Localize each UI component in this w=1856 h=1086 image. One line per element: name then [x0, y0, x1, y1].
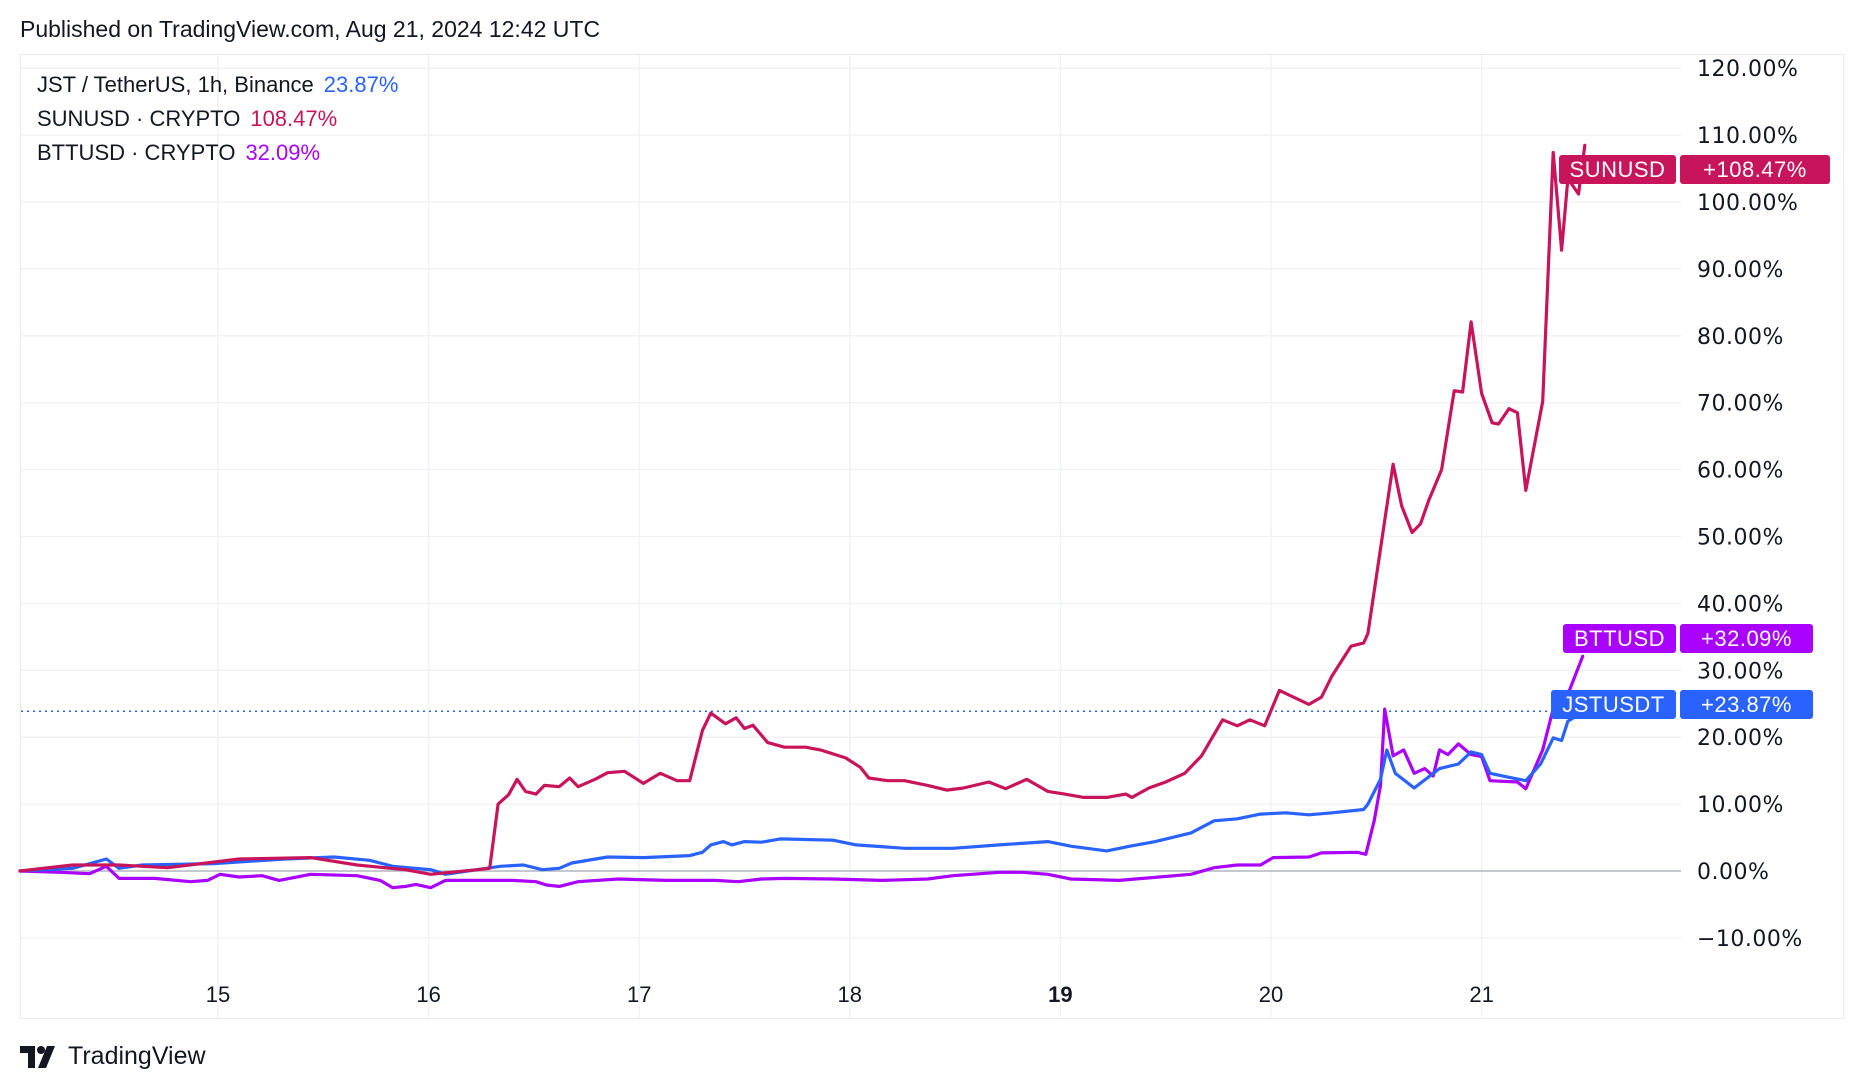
series-line-sunusd	[18, 143, 1587, 876]
legend-name: BTTUSD · CRYPTO	[37, 140, 236, 165]
legend-value: 108.47%	[250, 106, 338, 131]
x-tick-label: 17	[627, 982, 651, 1007]
bttusd-symbol-tag: BTTUSD	[1563, 624, 1676, 653]
series-line-jstusdt	[18, 709, 1587, 876]
x-tick-label: 16	[416, 982, 440, 1007]
tradingview-logo-icon	[20, 1045, 55, 1068]
y-tick-label: 120.00%	[1697, 57, 1798, 82]
y-tick-label: 10.00%	[1697, 793, 1784, 818]
y-tick-label: 50.00%	[1697, 526, 1784, 551]
y-tick-label: 110.00%	[1697, 124, 1798, 149]
sunusd-symbol-tag: SUNUSD	[1559, 155, 1676, 184]
brand-name: TradingView	[68, 1042, 206, 1070]
bttusd-value-tag: +32.09%	[1680, 624, 1813, 653]
y-tick-label: 80.00%	[1697, 325, 1784, 350]
legend-name: SUNUSD · CRYPTO	[37, 106, 241, 131]
published-caption: Published on TradingView.com, Aug 21, 20…	[20, 16, 601, 42]
y-tick-label: 30.00%	[1697, 659, 1784, 684]
legend-name: JST / TetherUS, 1h, Binance	[37, 72, 314, 97]
x-tick-label: 18	[838, 982, 862, 1007]
y-tick-label: 60.00%	[1697, 459, 1784, 484]
x-tick-label: 15	[206, 982, 230, 1007]
series-line-bttusd	[18, 654, 1585, 890]
jstusdt-symbol-tag: JSTUSDT	[1551, 690, 1676, 719]
legend-value: 32.09%	[245, 140, 321, 165]
y-tick-label: 40.00%	[1697, 592, 1784, 617]
x-tick-label: 20	[1259, 982, 1283, 1007]
sunusd-value-tag: +108.47%	[1680, 155, 1830, 184]
x-tick-label: 19	[1048, 982, 1072, 1007]
legend-value: 23.87%	[323, 72, 399, 97]
y-tick-label: 20.00%	[1697, 726, 1784, 751]
legend-item-sunusd[interactable]: SUNUSD · CRYPTO 108.47%	[37, 106, 337, 132]
y-tick-label: 90.00%	[1697, 258, 1784, 283]
chart-frame	[20, 54, 1844, 1019]
y-tick-label: 70.00%	[1697, 392, 1784, 417]
tradingview-logo[interactable]: TradingView	[20, 1042, 206, 1071]
jstusdt-value-tag: +23.87%	[1680, 690, 1813, 719]
y-tick-label: 100.00%	[1697, 191, 1798, 216]
y-tick-label: 0.00%	[1697, 860, 1769, 885]
legend-item-bttusd[interactable]: BTTUSD · CRYPTO 32.09%	[37, 140, 320, 166]
y-tick-label: −10.00%	[1697, 927, 1803, 952]
x-tick-label: 21	[1469, 982, 1493, 1007]
legend-item-jst[interactable]: JST / TetherUS, 1h, Binance 23.87%	[37, 72, 398, 98]
